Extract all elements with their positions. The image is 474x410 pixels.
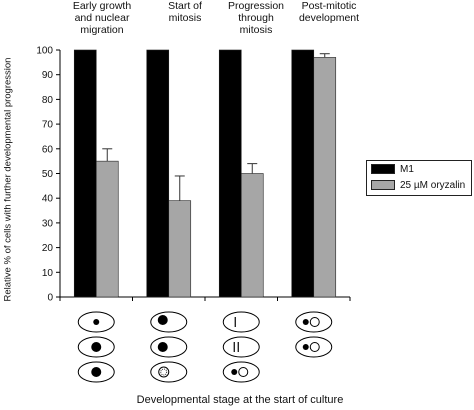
- cell-outline-2-2: [150, 336, 188, 358]
- cell-outline-2-1: [150, 311, 188, 333]
- cell-outline-3-2: [222, 336, 260, 358]
- cell-diagrams: [77, 311, 333, 383]
- legend: M1 25 µM oryzalin: [366, 160, 472, 196]
- bar-m1-4: [291, 49, 315, 298]
- nucleus: [91, 342, 102, 352]
- bar-m1-3: [218, 49, 242, 298]
- vegetative-nucleus: [238, 367, 249, 377]
- bar-m1-1: [73, 49, 97, 298]
- dividing-nucleus: [158, 366, 170, 378]
- y-tick-label: 60: [42, 144, 54, 155]
- nucleus-pattern: [160, 368, 168, 376]
- nucleus: [157, 315, 168, 325]
- bar-oryzalin-4: [313, 57, 337, 298]
- y-axis-label: Relative % of cells with further develop…: [2, 57, 14, 302]
- legend-swatch-oryzalin: [371, 180, 395, 190]
- stage-label-3: Progression through mitosis: [227, 0, 285, 36]
- vegetative-nucleus: [309, 317, 320, 327]
- stage-label-1: Early growth and nuclear migration: [72, 0, 132, 36]
- nucleus: [93, 319, 100, 325]
- stage-label-4: Post-mitotic development: [298, 0, 360, 24]
- generative-nucleus: [231, 369, 238, 375]
- stage-label-2: Start of mitosis: [168, 0, 202, 24]
- y-tick-label: 80: [42, 95, 54, 106]
- bar-oryzalin-2: [168, 200, 192, 298]
- vegetative-nucleus: [309, 342, 320, 352]
- legend-item-m1: M1: [367, 161, 471, 177]
- legend-swatch-m1: [371, 164, 395, 174]
- bar-oryzalin-1: [95, 160, 119, 298]
- legend-label-oryzalin: 25 µM oryzalin: [400, 179, 466, 191]
- bar-m1-2: [146, 49, 170, 298]
- generative-nucleus: [302, 344, 309, 350]
- nucleus: [91, 367, 102, 377]
- y-tick-label: 0: [47, 293, 53, 304]
- y-tick-label: 40: [42, 194, 54, 205]
- bar-oryzalin-3: [240, 173, 264, 298]
- y-tick-label: 10: [42, 268, 54, 279]
- y-tick-label: 90: [42, 70, 54, 81]
- y-tick-label: 30: [42, 218, 54, 229]
- x-axis-label: Developmental stage at the start of cult…: [136, 394, 344, 406]
- y-tick-label: 50: [42, 169, 54, 180]
- y-tick-label: 100: [36, 46, 53, 57]
- y-ticks: 0 10 20 30 40 50 60 70 80 90 100: [36, 46, 60, 304]
- y-tick-label: 70: [42, 120, 54, 131]
- legend-label-m1: M1: [400, 163, 414, 175]
- bars: [73, 49, 337, 298]
- generative-nucleus: [302, 319, 309, 325]
- legend-item-oryzalin: 25 µM oryzalin: [367, 177, 471, 193]
- y-tick-label: 20: [42, 243, 54, 254]
- cell-outline-3-1: [222, 311, 260, 333]
- nucleus: [157, 342, 168, 352]
